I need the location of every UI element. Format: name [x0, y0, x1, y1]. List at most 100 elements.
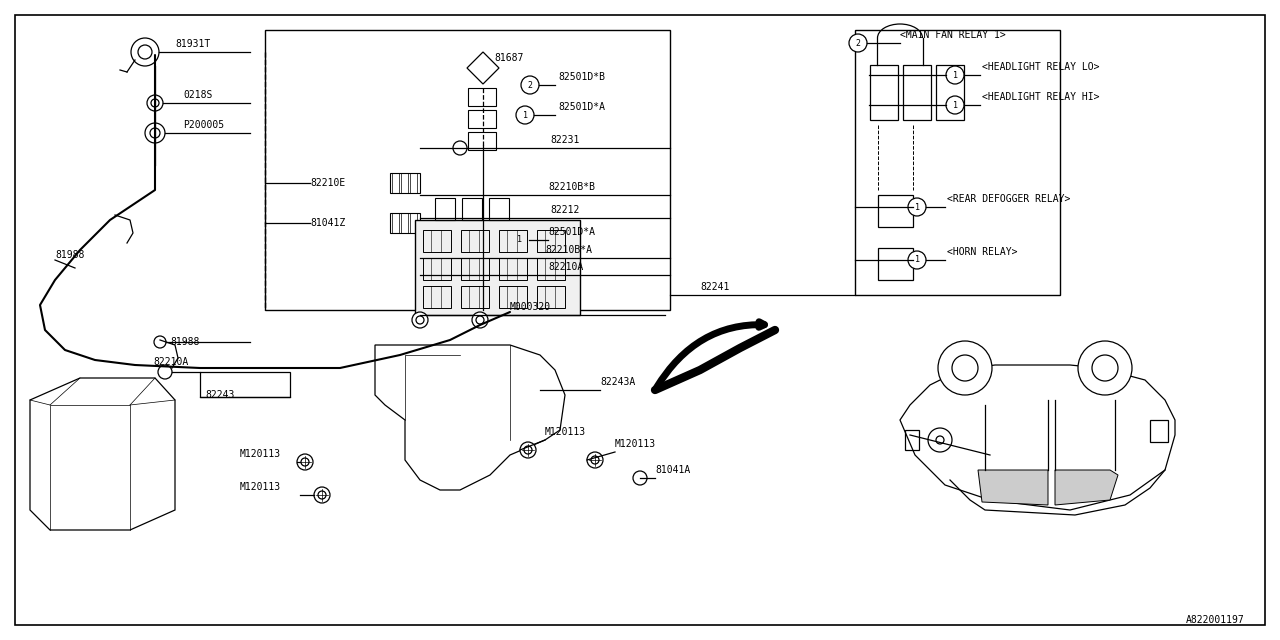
Text: 1: 1: [952, 70, 957, 79]
Polygon shape: [978, 470, 1048, 505]
Circle shape: [476, 316, 484, 324]
Bar: [390, 173, 420, 193]
Text: 81988: 81988: [170, 337, 200, 347]
Text: 81687: 81687: [494, 53, 524, 63]
Text: M120113: M120113: [545, 427, 586, 437]
Bar: [435, 198, 454, 220]
Bar: [461, 258, 489, 280]
Text: <HEADLIGHT RELAY LO>: <HEADLIGHT RELAY LO>: [982, 62, 1100, 72]
Text: <MAIN FAN RELAY 1>: <MAIN FAN RELAY 1>: [900, 30, 1006, 40]
Bar: [1149, 420, 1169, 442]
Bar: [462, 198, 483, 220]
Bar: [410, 173, 417, 193]
Circle shape: [908, 198, 925, 216]
Text: 82210B*B: 82210B*B: [548, 182, 595, 192]
Bar: [461, 230, 489, 252]
Text: 81041Z: 81041Z: [310, 218, 346, 228]
Circle shape: [591, 456, 599, 464]
Bar: [878, 195, 913, 227]
Circle shape: [138, 45, 152, 59]
Bar: [392, 173, 399, 193]
Text: 82501D*A: 82501D*A: [558, 102, 605, 112]
Circle shape: [412, 312, 428, 328]
Circle shape: [511, 231, 529, 249]
Circle shape: [520, 442, 536, 458]
Circle shape: [849, 34, 867, 52]
Text: M120113: M120113: [241, 449, 282, 459]
Text: 81041A: 81041A: [655, 465, 690, 475]
Circle shape: [936, 436, 945, 444]
Text: 82501D*A: 82501D*A: [548, 227, 595, 237]
Text: 1: 1: [914, 202, 919, 211]
Circle shape: [145, 123, 165, 143]
Circle shape: [472, 312, 488, 328]
Circle shape: [131, 38, 159, 66]
Circle shape: [588, 452, 603, 468]
Circle shape: [634, 471, 646, 485]
Text: 82210E: 82210E: [310, 178, 346, 188]
Bar: [390, 213, 420, 233]
Text: A822001197: A822001197: [1187, 615, 1245, 625]
Text: 82210A: 82210A: [154, 357, 188, 367]
Text: <HEADLIGHT RELAY HI>: <HEADLIGHT RELAY HI>: [982, 92, 1100, 102]
Circle shape: [147, 95, 163, 111]
Bar: [538, 230, 564, 252]
Circle shape: [416, 316, 424, 324]
Text: 81931T: 81931T: [175, 39, 210, 49]
Circle shape: [154, 336, 166, 348]
Bar: [392, 213, 399, 233]
Bar: [468, 88, 497, 106]
Bar: [401, 213, 408, 233]
Text: 1: 1: [522, 111, 527, 120]
Bar: [878, 248, 913, 280]
Bar: [538, 258, 564, 280]
Bar: [415, 220, 580, 315]
Circle shape: [297, 454, 314, 470]
Bar: [461, 286, 489, 308]
Bar: [422, 258, 451, 280]
Bar: [499, 286, 527, 308]
Circle shape: [521, 76, 539, 94]
Circle shape: [150, 128, 160, 138]
Bar: [936, 65, 964, 120]
Text: 82231: 82231: [550, 135, 580, 145]
Text: P200005: P200005: [183, 120, 224, 130]
Circle shape: [1092, 355, 1117, 381]
Circle shape: [516, 106, 534, 124]
Polygon shape: [1055, 470, 1117, 505]
Text: 82212: 82212: [550, 205, 580, 215]
Text: 82210A: 82210A: [548, 262, 584, 272]
Text: 1: 1: [914, 255, 919, 264]
Polygon shape: [375, 345, 564, 490]
Bar: [265, 30, 669, 310]
Circle shape: [314, 487, 330, 503]
Bar: [422, 230, 451, 252]
Bar: [489, 198, 509, 220]
Text: M120113: M120113: [614, 439, 657, 449]
Text: <HORN RELAY>: <HORN RELAY>: [947, 247, 1018, 257]
Text: 81988: 81988: [55, 250, 84, 260]
Circle shape: [301, 458, 308, 466]
Text: 1: 1: [952, 100, 957, 109]
Text: M000320: M000320: [509, 302, 552, 312]
Bar: [902, 65, 931, 120]
Polygon shape: [900, 365, 1175, 510]
Circle shape: [946, 66, 964, 84]
Circle shape: [317, 491, 326, 499]
Text: <REAR DEFOGGER RELAY>: <REAR DEFOGGER RELAY>: [947, 194, 1070, 204]
Circle shape: [157, 365, 172, 379]
Bar: [401, 173, 408, 193]
Bar: [422, 286, 451, 308]
Circle shape: [908, 251, 925, 269]
Bar: [468, 132, 497, 150]
Text: 2: 2: [855, 38, 860, 47]
Circle shape: [946, 96, 964, 114]
Circle shape: [1078, 341, 1132, 395]
Polygon shape: [467, 52, 499, 84]
Bar: [870, 65, 899, 120]
Bar: [468, 110, 497, 128]
Text: 82243A: 82243A: [600, 377, 635, 387]
Text: 82243: 82243: [205, 390, 234, 400]
Bar: [200, 372, 291, 397]
Bar: [499, 258, 527, 280]
